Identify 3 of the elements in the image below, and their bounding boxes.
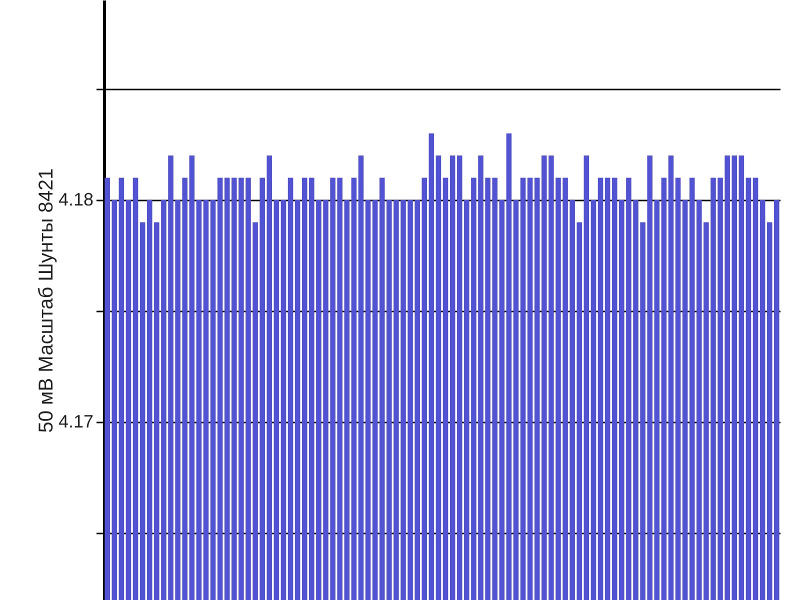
y-tick-label: 4.18 (58, 190, 94, 210)
y-tick-label: 4.17 (58, 412, 94, 432)
y-axis-title: 50 мВ Масштаб Шунты 8421 (35, 168, 58, 433)
